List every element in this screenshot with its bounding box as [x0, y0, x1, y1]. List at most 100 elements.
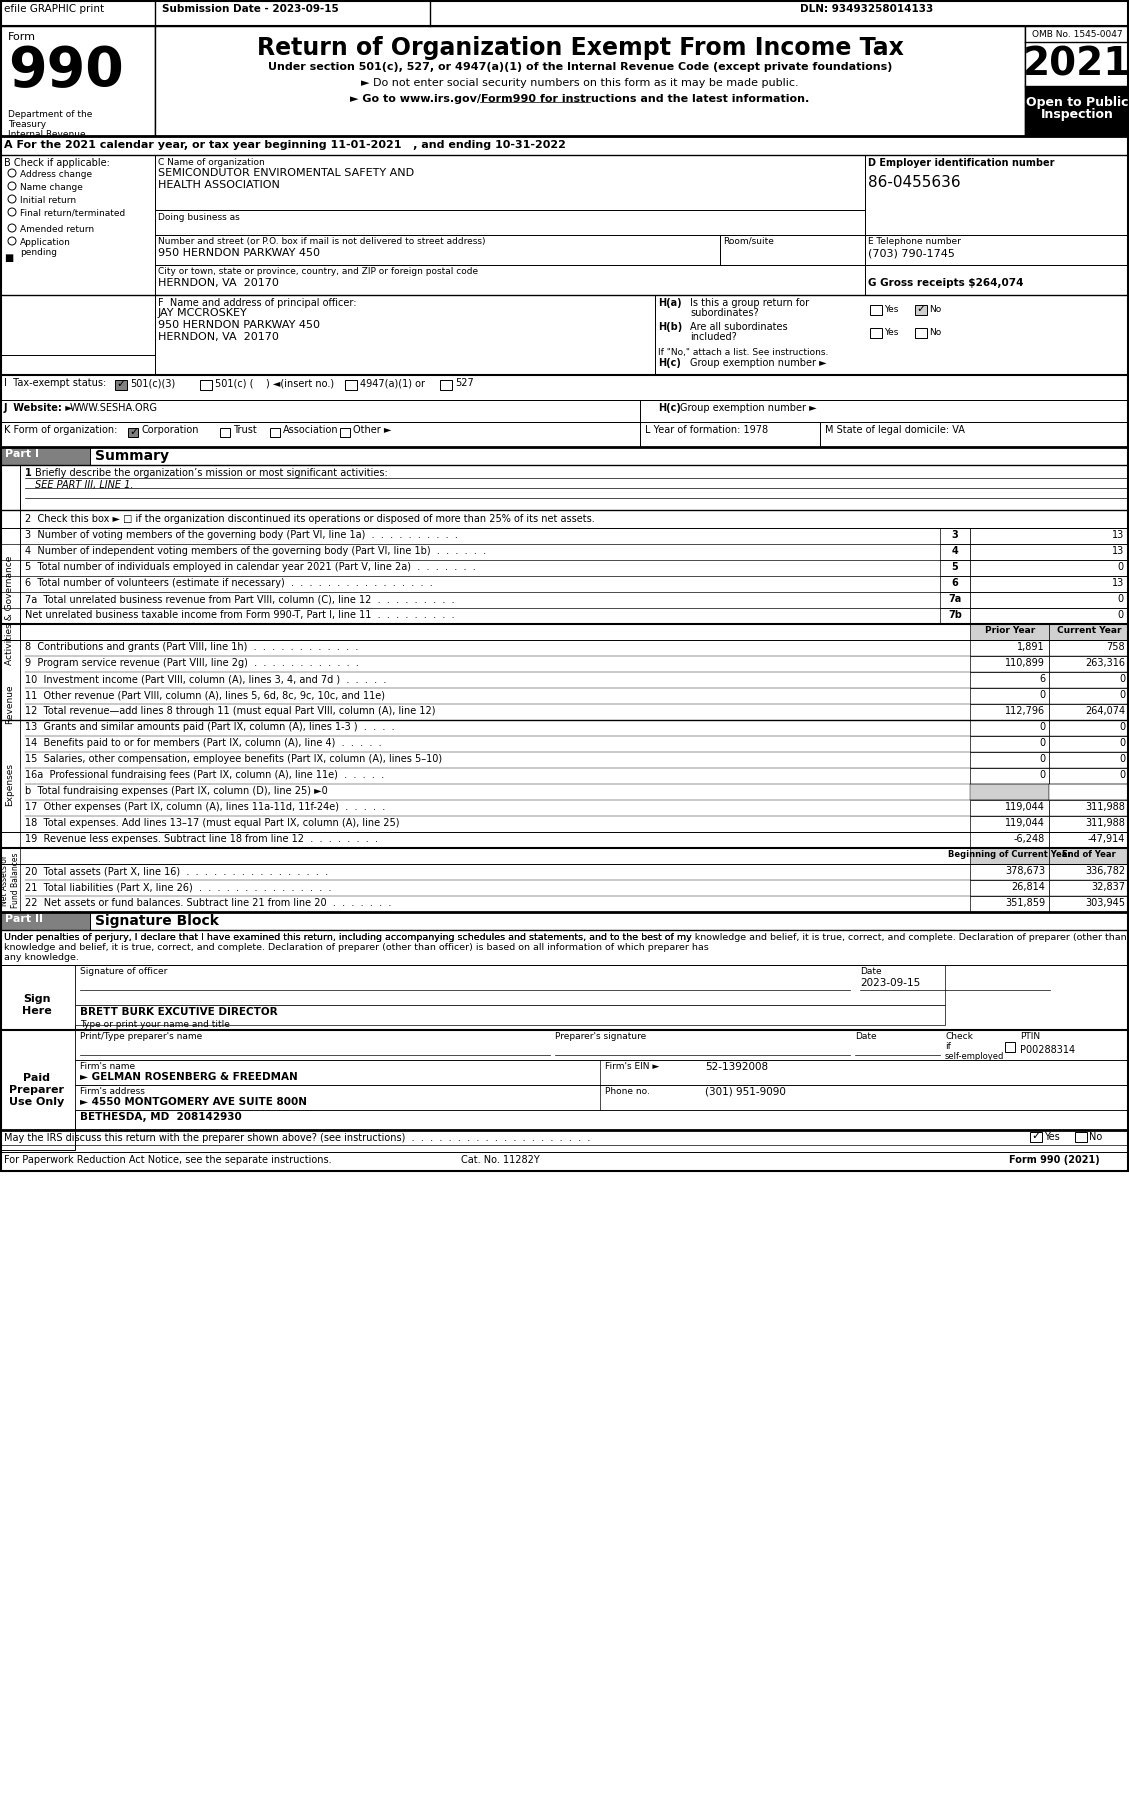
Text: 311,988: 311,988 — [1085, 802, 1124, 813]
Text: Under penalties of perjury, I declare that I have examined this return, includin: Under penalties of perjury, I declare th… — [5, 932, 692, 941]
Bar — [75, 965, 945, 1005]
Text: H(a): H(a) — [658, 297, 682, 308]
Bar — [0, 965, 75, 1045]
Text: 119,044: 119,044 — [1005, 818, 1045, 827]
Text: H(c): H(c) — [658, 357, 681, 368]
Text: D Employer identification number: D Employer identification number — [868, 158, 1054, 169]
Bar — [1049, 640, 1129, 657]
Bar — [1049, 704, 1129, 720]
Bar — [940, 608, 970, 624]
Text: Paid
Preparer
Use Only: Paid Preparer Use Only — [9, 1074, 64, 1107]
Text: HEALTH ASSOCIATION: HEALTH ASSOCIATION — [158, 180, 280, 190]
Text: I  Tax-exempt status:: I Tax-exempt status: — [5, 377, 106, 388]
Text: 0: 0 — [1039, 769, 1045, 780]
Text: ■: ■ — [5, 252, 14, 263]
Bar — [220, 428, 230, 437]
Text: DLN: 93493258014133: DLN: 93493258014133 — [800, 4, 934, 15]
Text: 119,044: 119,044 — [1005, 802, 1045, 813]
Text: 1: 1 — [25, 468, 32, 479]
Bar — [970, 720, 1049, 736]
Text: 0: 0 — [1119, 738, 1124, 747]
Text: Form: Form — [8, 33, 36, 42]
Bar — [0, 154, 155, 356]
Bar — [0, 401, 640, 423]
Bar — [0, 847, 20, 912]
Text: Open to Public: Open to Public — [1026, 96, 1128, 109]
Bar — [1049, 896, 1129, 912]
Text: Prior Year: Prior Year — [984, 626, 1035, 635]
Text: Cat. No. 11282Y: Cat. No. 11282Y — [461, 1156, 540, 1165]
Text: HERNDON, VA  20170: HERNDON, VA 20170 — [158, 332, 279, 343]
Text: 17  Other expenses (Part IX, column (A), lines 11a-11d, 11f-24e)  .  .  .  .  .: 17 Other expenses (Part IX, column (A), … — [25, 802, 385, 813]
Text: Net Assets or
Fund Balances: Net Assets or Fund Balances — [0, 853, 19, 907]
Bar — [970, 624, 1049, 640]
Text: efile GRAPHIC print: efile GRAPHIC print — [5, 4, 104, 15]
Bar — [1049, 657, 1129, 671]
Text: J  Website: ►: J Website: ► — [5, 403, 73, 414]
Text: 950 HERNDON PARKWAY 450: 950 HERNDON PARKWAY 450 — [158, 249, 320, 258]
Text: For Paperwork Reduction Act Notice, see the separate instructions.: For Paperwork Reduction Act Notice, see … — [5, 1156, 332, 1165]
Text: WWW.SESHA.ORG: WWW.SESHA.ORG — [70, 403, 158, 414]
Bar — [1049, 688, 1129, 704]
Text: 0: 0 — [1119, 755, 1124, 764]
Bar — [0, 720, 20, 847]
Text: 4  Number of independent voting members of the governing body (Part VI, line 1b): 4 Number of independent voting members o… — [25, 546, 487, 557]
Text: 19  Revenue less expenses. Subtract line 18 from line 12  .  .  .  .  .  .  .  .: 19 Revenue less expenses. Subtract line … — [25, 834, 378, 844]
Text: 0: 0 — [1118, 562, 1124, 571]
Text: ✓: ✓ — [1031, 1130, 1041, 1141]
Text: Print/Type preparer's name: Print/Type preparer's name — [80, 1032, 202, 1041]
Bar — [1025, 87, 1129, 136]
Text: Phone no.: Phone no. — [605, 1087, 650, 1096]
Text: 351,859: 351,859 — [1005, 898, 1045, 909]
Bar — [940, 528, 970, 544]
Bar — [1049, 624, 1129, 640]
Bar — [940, 577, 970, 591]
Text: If "No," attach a list. See instructions.: If "No," attach a list. See instructions… — [658, 348, 829, 357]
Text: SEE PART III, LINE 1.: SEE PART III, LINE 1. — [35, 481, 133, 490]
Text: 21  Total liabilities (Part X, line 26)  .  .  .  .  .  .  .  .  .  .  .  .  .  : 21 Total liabilities (Part X, line 26) .… — [25, 882, 332, 892]
Text: L Year of formation: 1978: L Year of formation: 1978 — [645, 424, 768, 435]
Text: Yes: Yes — [884, 305, 899, 314]
Text: Group exemption number ►: Group exemption number ► — [680, 403, 816, 414]
Text: HERNDON, VA  20170: HERNDON, VA 20170 — [158, 278, 279, 288]
Bar — [970, 880, 1049, 896]
Text: May the IRS discuss this return with the preparer shown above? (see instructions: May the IRS discuss this return with the… — [5, 1134, 590, 1143]
Text: 7a: 7a — [948, 593, 962, 604]
Text: ► Go to www.irs.gov/Form990 for instructions and the latest information.: ► Go to www.irs.gov/Form990 for instruct… — [350, 94, 809, 103]
Text: ✓: ✓ — [916, 305, 926, 314]
Text: 110,899: 110,899 — [1005, 658, 1045, 668]
Text: 2  Check this box ► □ if the organization discontinued its operations or dispose: 2 Check this box ► □ if the organization… — [25, 513, 595, 524]
Bar — [340, 428, 350, 437]
Text: 1,891: 1,891 — [1017, 642, 1045, 651]
Bar — [75, 1085, 1129, 1110]
Text: Address change: Address change — [20, 171, 93, 180]
Text: knowledge and belief, it is true, correct, and complete. Declaration of preparer: knowledge and belief, it is true, correc… — [5, 943, 709, 952]
Text: (301) 951-9090: (301) 951-9090 — [704, 1087, 786, 1097]
Text: (703) 790-1745: (703) 790-1745 — [868, 249, 955, 258]
Text: 0: 0 — [1119, 675, 1124, 684]
Text: 86-0455636: 86-0455636 — [868, 174, 961, 190]
Text: Activities & Governance: Activities & Governance — [6, 555, 15, 664]
Bar — [0, 464, 20, 755]
Bar — [914, 305, 927, 316]
Text: 3  Number of voting members of the governing body (Part VI, line 1a)  .  .  .  .: 3 Number of voting members of the govern… — [25, 530, 458, 541]
Text: M State of legal domicile: VA: M State of legal domicile: VA — [825, 424, 965, 435]
Text: Is this a group return for: Is this a group return for — [690, 297, 809, 308]
Text: Signature Block: Signature Block — [95, 914, 219, 929]
Text: 0: 0 — [1039, 738, 1045, 747]
Bar — [1025, 25, 1129, 136]
Text: 9  Program service revenue (Part VIII, line 2g)  .  .  .  .  .  .  .  .  .  .  .: 9 Program service revenue (Part VIII, li… — [25, 658, 359, 668]
Text: 501(c) (    ) ◄(insert no.): 501(c) ( ) ◄(insert no.) — [215, 377, 334, 388]
Text: Current Year: Current Year — [1057, 626, 1121, 635]
Text: 112,796: 112,796 — [1005, 706, 1045, 717]
Bar — [870, 328, 882, 337]
Bar — [720, 236, 865, 265]
Bar — [155, 25, 1025, 136]
Text: ► 4550 MONTGOMERY AVE SUITE 800N: ► 4550 MONTGOMERY AVE SUITE 800N — [80, 1097, 307, 1107]
Text: Date: Date — [860, 967, 882, 976]
Text: Signature of officer: Signature of officer — [80, 967, 167, 976]
Bar — [200, 379, 212, 390]
Text: Form 990 (2021): Form 990 (2021) — [1009, 1156, 1100, 1165]
Text: Are all subordinates: Are all subordinates — [690, 323, 788, 332]
Text: Check: Check — [945, 1032, 973, 1041]
